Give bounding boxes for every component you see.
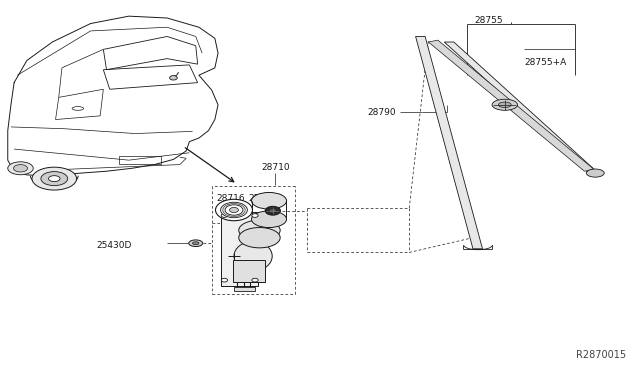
Ellipse shape (252, 192, 287, 209)
Bar (233, 260, 264, 282)
Ellipse shape (269, 209, 276, 213)
Ellipse shape (252, 214, 258, 217)
Bar (221, 212, 258, 286)
Text: 25440B: 25440B (248, 193, 283, 203)
Text: 28710: 28710 (261, 163, 290, 172)
Ellipse shape (230, 208, 239, 212)
Ellipse shape (239, 220, 280, 240)
Bar (119, 157, 161, 164)
Ellipse shape (49, 176, 60, 182)
Ellipse shape (170, 76, 177, 80)
Ellipse shape (499, 102, 511, 108)
Ellipse shape (252, 278, 258, 282)
Ellipse shape (225, 205, 243, 215)
Ellipse shape (492, 99, 518, 110)
Text: 28716: 28716 (216, 193, 245, 203)
Ellipse shape (216, 199, 252, 221)
Polygon shape (415, 36, 483, 249)
Polygon shape (428, 40, 594, 171)
Ellipse shape (252, 211, 287, 228)
Ellipse shape (8, 162, 33, 175)
Polygon shape (444, 42, 600, 175)
Text: 28755: 28755 (474, 16, 503, 25)
Ellipse shape (189, 240, 203, 247)
Ellipse shape (221, 202, 247, 218)
Ellipse shape (32, 167, 77, 190)
Text: 28790: 28790 (368, 108, 396, 117)
Ellipse shape (221, 214, 228, 217)
Text: 28755+A: 28755+A (524, 58, 566, 67)
Text: 25430D: 25430D (97, 241, 132, 250)
Ellipse shape (13, 164, 28, 172)
Text: R2870015: R2870015 (576, 350, 626, 359)
Ellipse shape (234, 241, 272, 271)
Bar (234, 287, 255, 291)
Ellipse shape (193, 242, 199, 245)
Ellipse shape (221, 278, 228, 282)
Ellipse shape (265, 206, 280, 215)
Ellipse shape (239, 228, 280, 248)
Ellipse shape (586, 169, 604, 177)
Ellipse shape (41, 171, 68, 186)
